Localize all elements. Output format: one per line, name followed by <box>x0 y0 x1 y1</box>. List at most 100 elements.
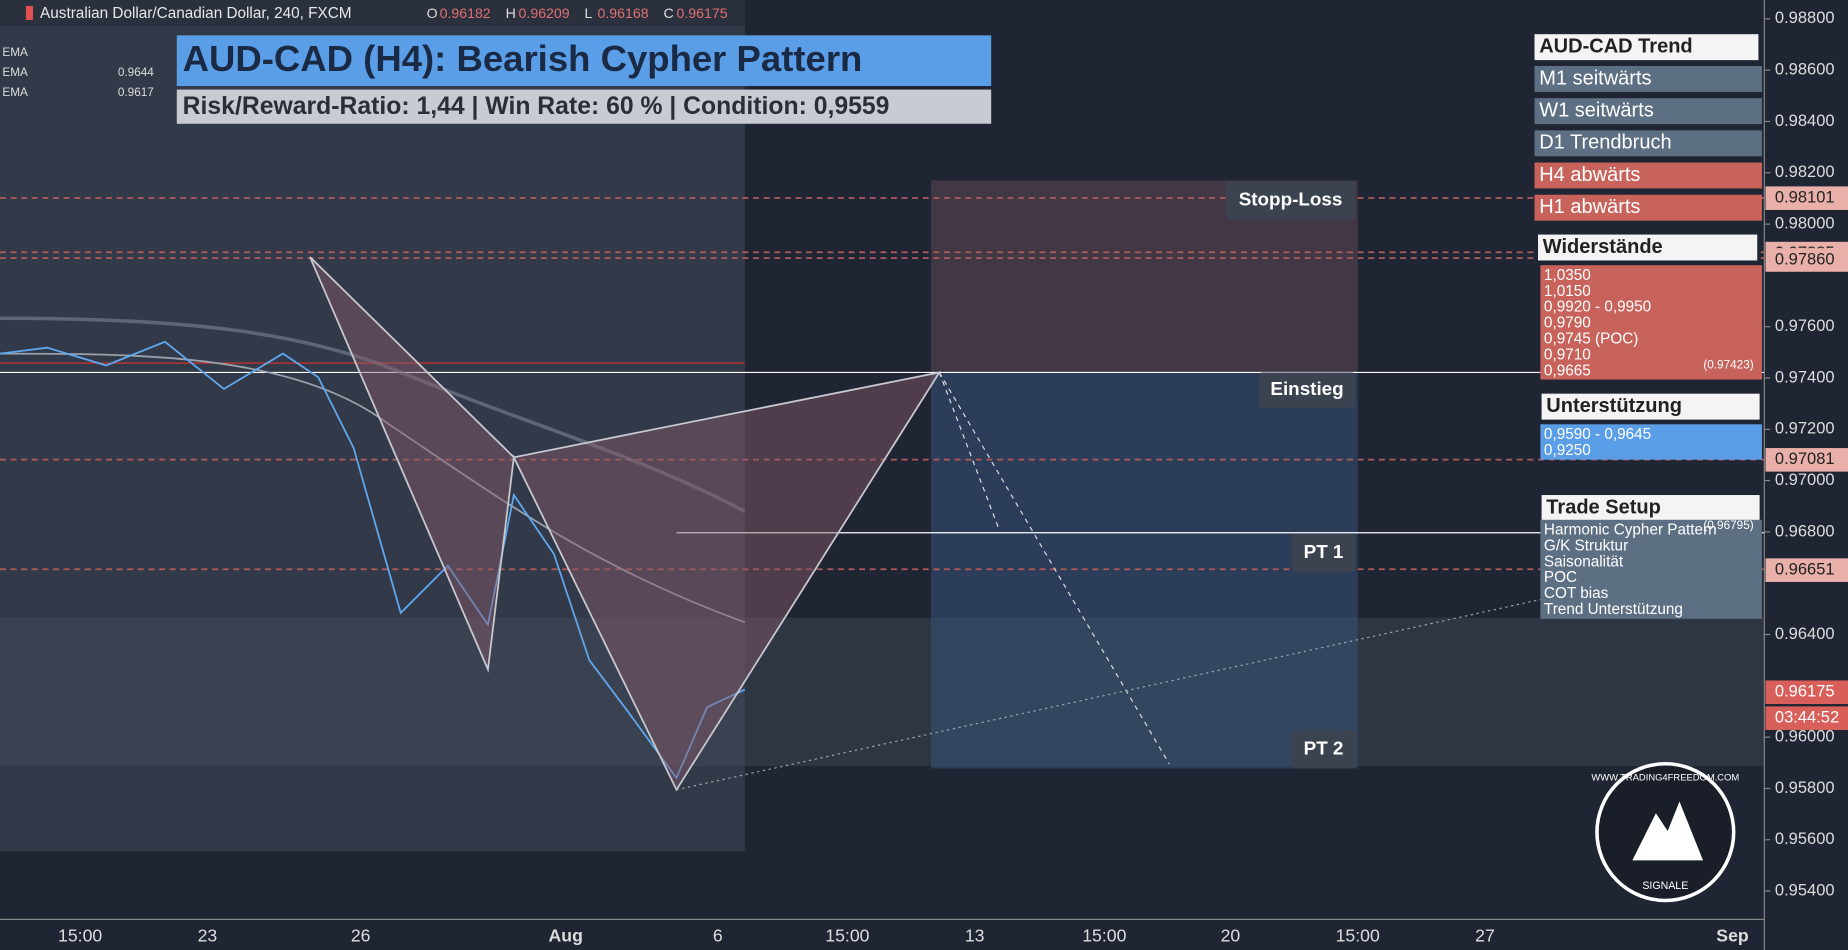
indicator-name: EMA <box>2 66 28 79</box>
price-label: 0.98800 <box>1775 9 1835 27</box>
list-item: 1,0350 <box>1544 267 1591 284</box>
trend-row <box>1534 162 1762 189</box>
header-bar <box>0 0 745 26</box>
label-box <box>1291 730 1356 769</box>
price-marker <box>1765 186 1848 210</box>
trend-text: H1 abwärts <box>1539 196 1640 218</box>
pt1-label: PT 1 <box>1304 541 1344 562</box>
price-marker-label: 0.97081 <box>1775 450 1835 468</box>
panel-title: AUD-CAD Trend <box>1539 35 1692 57</box>
list-item: COT bias <box>1544 585 1609 602</box>
list-item: Trend Unterstützung <box>1544 601 1683 618</box>
panel-header <box>1534 34 1759 61</box>
price-marker-label: 0.98101 <box>1775 189 1835 207</box>
projection <box>938 372 1170 765</box>
price-marker-label: 0.96651 <box>1775 561 1835 579</box>
ohlc-value: 0.96168 <box>598 5 649 21</box>
subtitle-box <box>176 89 992 124</box>
list-item: 1,0150 <box>1544 283 1591 300</box>
ohlc-key: C <box>664 5 674 21</box>
label-box <box>1258 372 1356 408</box>
logo-tag: SIGNALE <box>1642 880 1688 892</box>
indicator-name: EMA <box>2 86 28 99</box>
time-label: 15:00 <box>58 926 102 946</box>
time-label: Aug <box>549 926 583 946</box>
price-marker <box>1765 248 1848 272</box>
price-label: 0.97400 <box>1775 368 1835 386</box>
entry-label: Einstieg <box>1270 378 1343 399</box>
price-marker <box>1765 448 1848 472</box>
price-label: 0.98000 <box>1775 214 1835 232</box>
subtitle: Risk/Reward-Ratio: 1,44 | Win Rate: 60 %… <box>183 93 890 120</box>
panel-header <box>1538 234 1758 261</box>
list-item: 0,9590 - 0,9645 <box>1544 426 1651 443</box>
price-label: 0.97000 <box>1775 471 1835 489</box>
indicator-value: 0.9617 <box>118 86 154 99</box>
panel-title: Trade Setup <box>1546 496 1661 518</box>
ema <box>0 316 746 514</box>
list-item: POC <box>1544 569 1577 586</box>
trend-text: M1 seitwärts <box>1539 67 1651 89</box>
ohlc-value: 0.96175 <box>677 5 728 21</box>
pt2-label: PT 2 <box>1304 738 1344 759</box>
panel-title: Unterstützung <box>1546 395 1682 417</box>
panel-header <box>1541 495 1760 521</box>
time-label: 23 <box>198 926 218 946</box>
logo-url: WWW.TRADING4FREEDOM.COM <box>1591 771 1739 782</box>
price-label: 0.98200 <box>1775 163 1835 181</box>
price-marker <box>1765 558 1848 582</box>
title-box <box>176 35 992 87</box>
list-item: 0,9790 <box>1544 315 1591 332</box>
time-label: Sep <box>1716 926 1749 946</box>
price-label: 0.95600 <box>1775 830 1835 848</box>
time-label: 6 <box>713 926 723 946</box>
level-lines <box>0 197 1765 571</box>
trend-text: W1 seitwärts <box>1539 99 1654 121</box>
time-label: 13 <box>965 926 985 946</box>
price-line <box>0 340 746 780</box>
price-label: 0.96000 <box>1775 728 1835 746</box>
countdown: 03:44:52 <box>1775 709 1839 727</box>
time-label: 20 <box>1221 926 1241 946</box>
list-box <box>1540 424 1762 460</box>
ohlc-key: H <box>506 5 516 21</box>
price-marker-label: 0.97860 <box>1775 250 1835 268</box>
trend-row <box>1534 130 1762 157</box>
trendline <box>676 598 1545 791</box>
list-item: 0,9920 - 0,9950 <box>1544 299 1651 316</box>
ohlc-value: 0.96209 <box>519 5 570 21</box>
price-label: 0.98600 <box>1775 61 1835 79</box>
flag <box>25 5 33 21</box>
ohlc-value: 0.96182 <box>440 5 491 21</box>
price-marker-label: 0.96175 <box>1775 683 1835 701</box>
price-label: 0.97200 <box>1775 420 1835 438</box>
label-box <box>1291 533 1356 572</box>
price-label: 0.97600 <box>1775 317 1835 335</box>
price-label: 0.96800 <box>1775 522 1835 540</box>
pattern-bcd <box>513 372 940 790</box>
indicator-value: 0.9644 <box>118 66 154 79</box>
time-label: 15:00 <box>825 926 869 946</box>
panel-title: Widerstände <box>1543 236 1663 258</box>
countdown-box <box>1765 706 1848 730</box>
list-item: 0,9665 <box>1544 362 1591 379</box>
time-label: 15:00 <box>1082 926 1126 946</box>
trend-text: H4 abwärts <box>1539 164 1640 186</box>
price-label: 0.95800 <box>1775 779 1835 797</box>
list-item: Saisonalität <box>1544 553 1624 570</box>
time-label: 26 <box>351 926 371 946</box>
ohlc-key: O <box>427 5 438 21</box>
price-axis <box>1764 0 1848 950</box>
pattern-xab <box>309 256 514 670</box>
trend-row <box>1534 66 1762 92</box>
time-label: 27 <box>1475 926 1495 946</box>
target-zone <box>931 372 1358 769</box>
stop-label: Stopp-Loss <box>1239 188 1343 209</box>
note: (0.96795) <box>1703 519 1753 532</box>
symbol: Australian Dollar/Canadian Dollar, 240, … <box>40 5 351 22</box>
indicator-name: EMA <box>2 46 28 59</box>
panel-header <box>1541 393 1760 420</box>
price-label: 0.95400 <box>1775 881 1835 899</box>
price-marker <box>1765 680 1848 705</box>
